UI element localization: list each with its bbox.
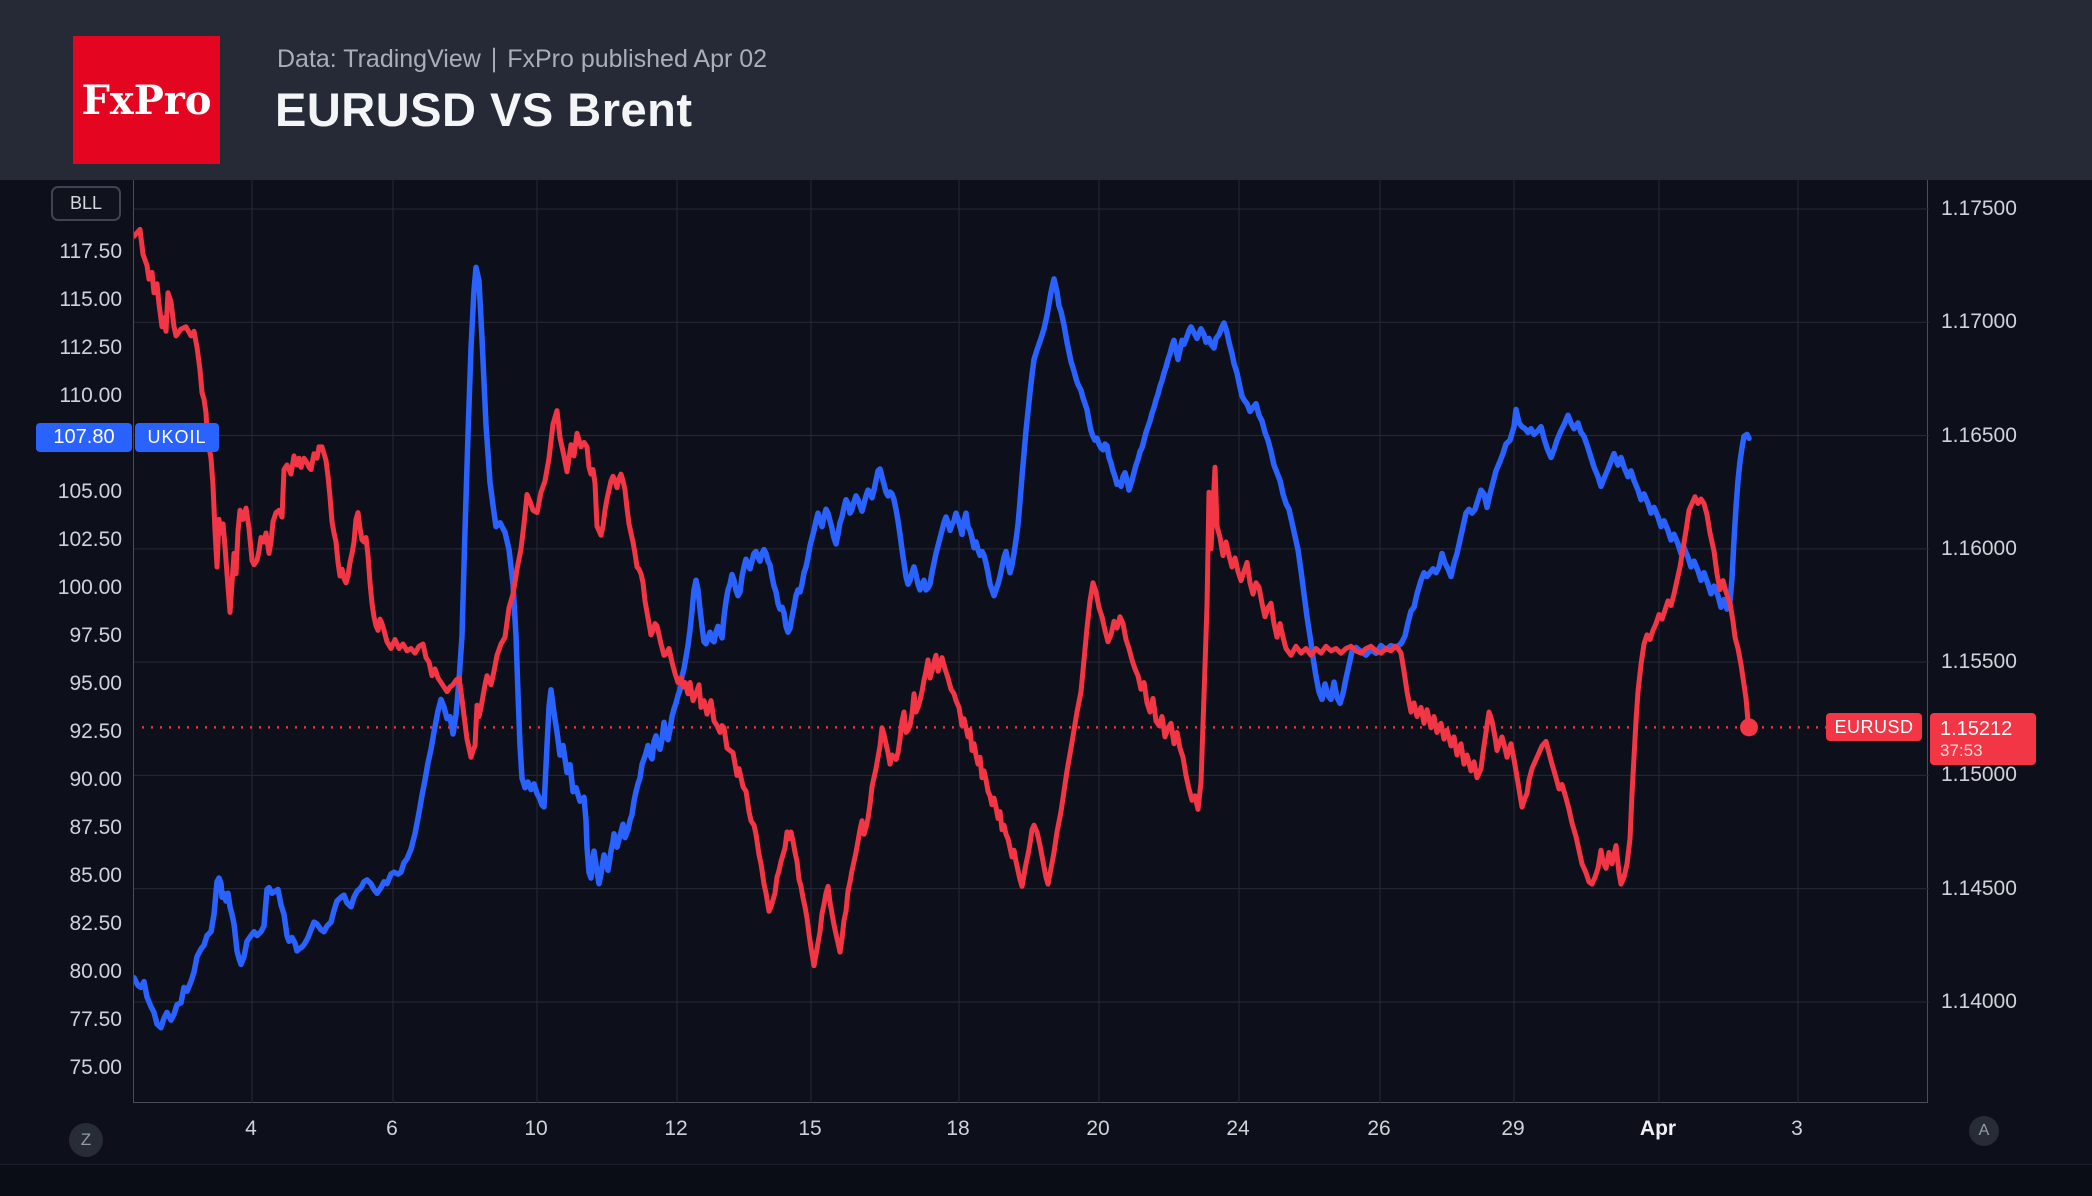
left-axis-tick: 85.00 (69, 864, 122, 888)
page-title: EURUSD VS Brent (275, 83, 693, 136)
right-axis-tick: 1.14000 (1941, 989, 2017, 1013)
left-axis-tick: 92.50 (69, 720, 122, 744)
x-axis-tick: 3 (1791, 1117, 1803, 1140)
left-axis-tick: 75.00 (69, 1056, 122, 1080)
x-axis-tick: 4 (245, 1117, 257, 1140)
right-axis-tick: 1.16500 (1941, 423, 2017, 447)
left-axis-tick: 90.00 (69, 768, 122, 792)
x-axis-tick: 10 (524, 1117, 548, 1140)
chart-canvas[interactable] (134, 180, 1929, 1103)
x-axis-tick: 20 (1086, 1117, 1110, 1140)
eurusd-price-badge: 1.15212 37:53 (1930, 713, 2036, 766)
x-axis-tick: 29 (1501, 1117, 1525, 1140)
auto-scale-button-label: A (1978, 1122, 1990, 1139)
eurusd-series-text: EURUSD (1834, 716, 1914, 737)
fxpro-logo: FxPro (73, 36, 220, 164)
left-axis-tick: 100.00 (57, 576, 122, 600)
left-axis-unit-label: BLL (51, 186, 121, 221)
left-axis-tick: 82.50 (69, 912, 122, 936)
left-axis-unit-text: BLL (69, 193, 103, 213)
x-axis-tick: Apr (1639, 1117, 1677, 1140)
left-axis-tick: 117.50 (59, 240, 122, 263)
auto-scale-button[interactable]: A (1969, 1116, 1999, 1146)
ukoil-series-label: UKOIL (135, 423, 219, 453)
ukoil-price-value: 107.80 (53, 426, 115, 449)
x-axis-tick: 24 (1226, 1117, 1250, 1140)
eurusd-countdown: 37:53 (1940, 741, 1983, 761)
eurusd-last-dot (1740, 718, 1758, 737)
x-axis-tick: 26 (1367, 1117, 1391, 1140)
footer-strip (0, 1165, 2092, 1196)
right-axis-tick: 1.15000 (1941, 763, 2017, 787)
x-axis-tick: 12 (664, 1117, 688, 1140)
left-axis-tick: 102.50 (57, 528, 122, 552)
footer-divider (0, 1164, 2092, 1165)
ukoil-series-text: UKOIL (147, 427, 207, 448)
right-axis-tick: 1.14500 (1941, 876, 2017, 900)
x-axis-tick: 18 (946, 1117, 970, 1140)
left-axis-tick: 115.00 (59, 288, 122, 311)
left-axis-tick: 105.00 (57, 480, 122, 504)
left-axis-tick: 97.50 (69, 624, 122, 648)
x-axis-tick: 15 (798, 1117, 822, 1140)
eurusd-line (134, 226, 1752, 969)
left-axis-tick: 112.50 (59, 336, 122, 359)
left-axis-tick: 95.00 (69, 672, 122, 696)
right-axis-tick: 1.17500 (1941, 196, 2017, 220)
x-axis-tick: 6 (386, 1117, 398, 1140)
chart-plot-area[interactable] (133, 180, 1929, 1103)
fxpro-logo-text: FxPro (81, 76, 212, 124)
header-bar: FxPro Data: TradingView ∣ FxPro publishe… (0, 0, 2092, 180)
left-axis-tick: 110.00 (59, 384, 122, 407)
left-axis-tick: 77.50 (69, 1008, 122, 1032)
left-axis-tick: 80.00 (69, 960, 122, 984)
eurusd-price-value: 1.15212 (1940, 718, 2013, 741)
ukoil-price-badge: 107.80 (36, 423, 132, 453)
ukoil-line (134, 264, 1752, 1031)
right-axis-tick: 1.17000 (1941, 310, 2017, 334)
chart-source-caption: Data: TradingView ∣ FxPro published Apr … (277, 45, 768, 73)
right-axis-tick: 1.16000 (1941, 536, 2017, 560)
right-axis-tick: 1.15500 (1941, 650, 2017, 674)
timezone-button[interactable]: Z (69, 1123, 103, 1157)
eurusd-series-label: EURUSD (1826, 713, 1922, 742)
timezone-button-label: Z (80, 1130, 92, 1149)
left-axis-tick: 87.50 (69, 816, 122, 840)
